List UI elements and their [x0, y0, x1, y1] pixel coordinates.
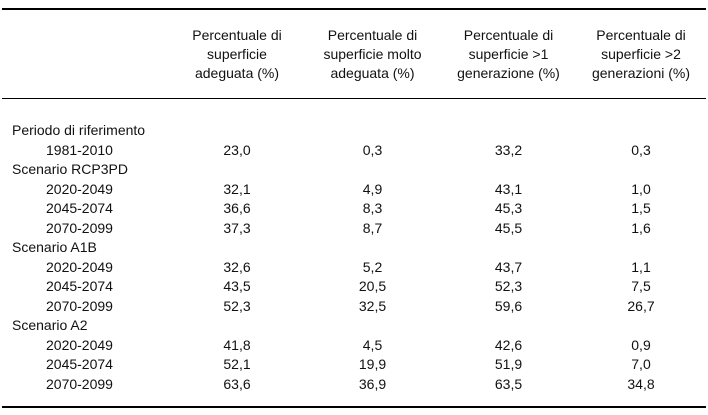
table-row: 2070-2099 52,3 32,5 59,6 26,7 [2, 297, 706, 317]
table-row: 2020-2049 32,6 5,2 43,7 1,1 [2, 258, 706, 278]
group-row: Scenario RCP3PD [2, 160, 706, 180]
value-cell: 8,7 [362, 219, 383, 236]
table-row: 2045-2074 52,1 19,9 51,9 7,0 [2, 355, 706, 375]
header-row: Percentuale di superficie adeguata (%) P… [2, 9, 706, 99]
value-cell: 19,9 [358, 356, 387, 372]
value-cell: 45,5 [494, 219, 523, 236]
table-header: Percentuale di superficie adeguata (%) P… [2, 9, 706, 99]
group-label: Periodo di riferimento [12, 122, 146, 138]
row-label: 2045-2074 [46, 278, 113, 294]
value-cell: 5,2 [362, 258, 383, 275]
value-cell: 1,5 [631, 200, 651, 216]
value-cell: 43,1 [494, 180, 523, 197]
table-body: Periodo di riferimento 1981-2010 23,0 0,3 33… [2, 99, 706, 408]
row-label: 2070-2099 [46, 297, 113, 314]
value-cell: 33,2 [494, 141, 523, 158]
value-cell: 52,1 [223, 356, 251, 372]
value-cell: 37,3 [223, 219, 251, 236]
value-cell: 0,9 [631, 336, 651, 353]
group-row: Periodo di riferimento [2, 99, 706, 141]
group-label: Scenario A1B [12, 239, 97, 255]
column-header-empty [2, 9, 170, 99]
value-cell: 42,6 [494, 336, 523, 353]
value-cell: 4,5 [362, 336, 383, 353]
row-label: 2020-2049 [46, 336, 113, 353]
row-label: 2020-2049 [46, 180, 113, 197]
column-header-superficie-molto-adeguata: Percentuale di superficie molto adeguata… [304, 9, 441, 99]
value-cell: 20,5 [358, 278, 387, 294]
table-row: 1981-2010 23,0 0,3 33,2 0,3 [2, 141, 706, 161]
row-label: 2045-2074 [46, 356, 113, 372]
column-header-superficie-gt2-generazioni: Percentuale di superficie >2 generazioni… [576, 9, 706, 99]
table-row: 2020-2049 32,1 4,9 43,1 1,0 [2, 180, 706, 200]
value-cell: 4,9 [362, 180, 383, 197]
value-cell: 43,5 [223, 278, 251, 294]
table-row: 2070-2099 37,3 8,7 45,5 1,6 [2, 219, 706, 239]
value-cell: 34,8 [627, 375, 655, 392]
value-cell: 1,6 [631, 219, 651, 236]
value-cell: 59,6 [494, 297, 523, 314]
value-cell: 52,3 [494, 278, 523, 294]
value-cell: 63,5 [494, 375, 523, 392]
value-cell: 41,8 [223, 336, 251, 353]
row-label: 2070-2099 [46, 219, 113, 236]
value-cell: 52,3 [223, 297, 251, 314]
value-cell: 7,0 [631, 356, 651, 372]
row-label: 1981-2010 [46, 141, 113, 158]
value-cell: 23,0 [223, 141, 251, 158]
value-cell: 7,5 [631, 278, 651, 294]
value-cell: 32,1 [223, 180, 251, 197]
value-cell: 0,3 [362, 141, 383, 158]
value-cell: 36,6 [223, 200, 251, 216]
group-row: Scenario A2 [2, 316, 706, 336]
table-row: 2045-2074 43,5 20,5 52,3 7,5 [2, 277, 706, 297]
group-row: Scenario A1B [2, 238, 706, 258]
value-cell: 45,3 [494, 200, 523, 216]
value-cell: 32,5 [358, 297, 387, 314]
value-cell: 43,7 [494, 258, 523, 275]
group-label: Scenario A2 [12, 317, 88, 333]
row-label: 2020-2049 [46, 258, 113, 275]
table-row: 2020-2049 41,8 4,5 42,6 0,9 [2, 336, 706, 356]
value-cell: 1,0 [631, 180, 651, 197]
value-cell: 0,3 [631, 141, 651, 158]
value-cell: 36,9 [358, 375, 387, 392]
value-cell: 63,6 [223, 375, 251, 392]
value-cell: 26,7 [627, 297, 655, 314]
table-row: 2045-2074 36,6 8,3 45,3 1,5 [2, 199, 706, 219]
group-label: Scenario RCP3PD [12, 161, 128, 177]
value-cell: 51,9 [494, 356, 523, 372]
climate-scenarios-table: Percentuale di superficie adeguata (%) P… [2, 8, 706, 408]
value-cell: 1,1 [631, 258, 651, 275]
row-label: 2045-2074 [46, 200, 113, 216]
value-cell: 32,6 [223, 258, 251, 275]
table-row: 2070-2099 63,6 36,9 63,5 34,8 [2, 375, 706, 408]
column-header-superficie-adeguata: Percentuale di superficie adeguata (%) [170, 9, 304, 99]
column-header-superficie-gt1-generazione: Percentuale di superficie >1 generazione… [441, 9, 576, 99]
value-cell: 8,3 [362, 200, 383, 216]
row-label: 2070-2099 [46, 375, 113, 392]
